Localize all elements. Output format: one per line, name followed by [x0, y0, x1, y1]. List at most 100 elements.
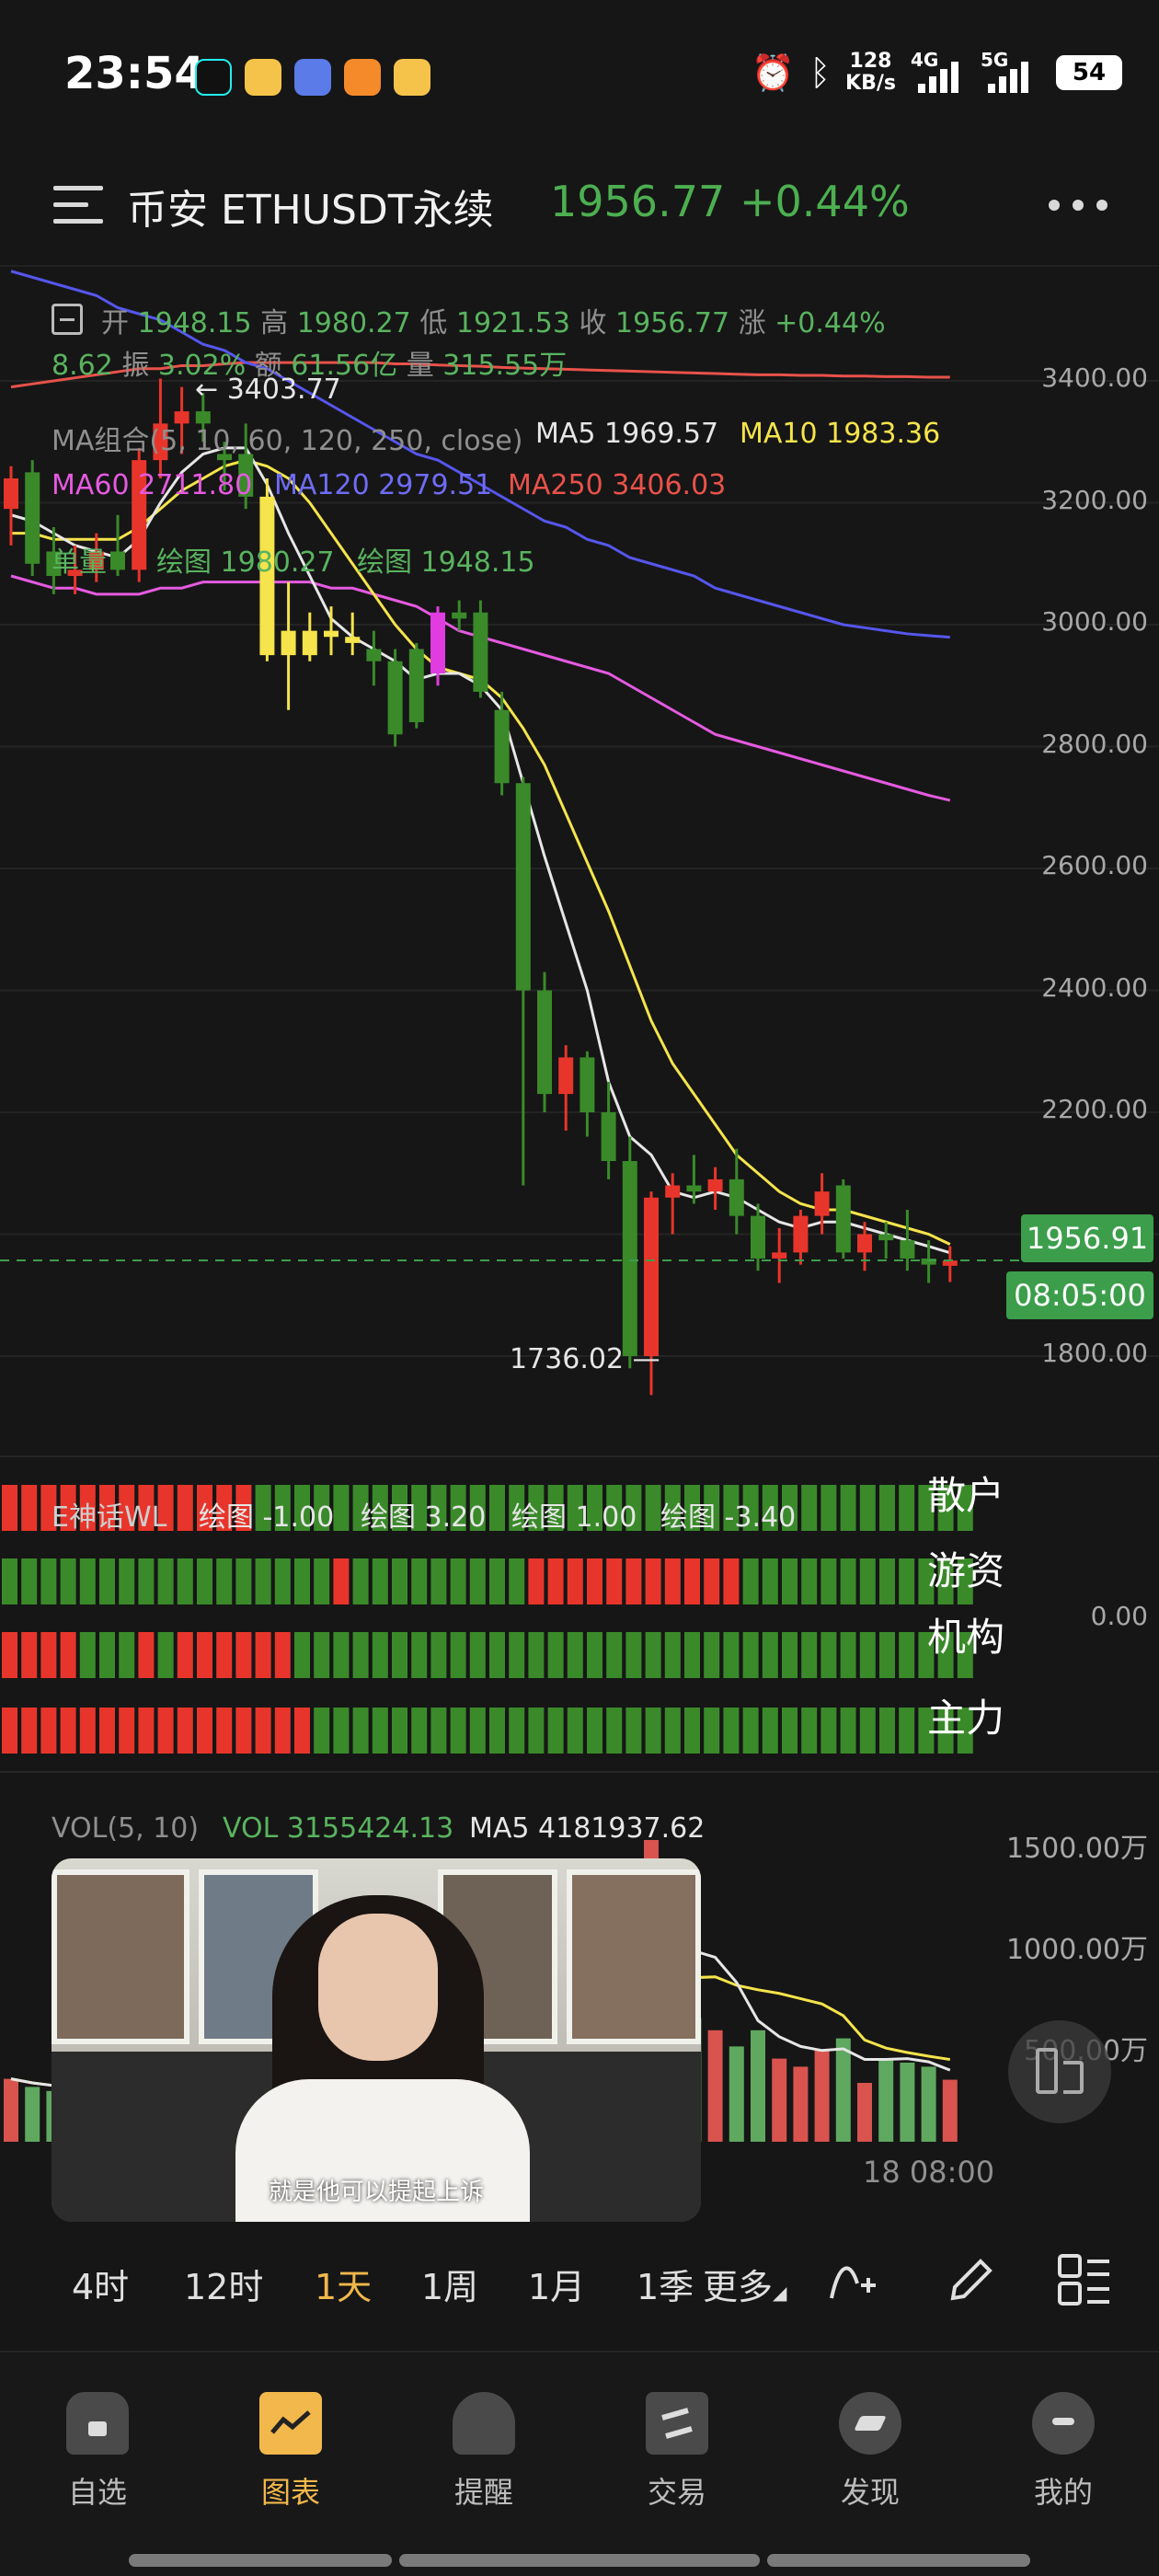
layout-grid-icon[interactable]: [1056, 2252, 1113, 2307]
nav-alerts[interactable]: 提醒: [410, 2392, 557, 2512]
indicator-cell: [197, 1558, 212, 1604]
low-marker-value: 1736.02: [510, 1343, 625, 1375]
nav-trade[interactable]: 交易: [603, 2392, 751, 2512]
candle-body: [900, 1240, 915, 1259]
indicator-cell: [99, 1708, 115, 1754]
indicator-cell: [587, 1485, 602, 1531]
period-1q[interactable]: 1季: [637, 2267, 694, 2307]
indicator-panel[interactable]: [0, 1455, 1159, 1773]
indicator-cell: [567, 1632, 583, 1678]
period-4h[interactable]: 4时: [72, 2267, 130, 2307]
candle-body: [25, 472, 40, 564]
nav-watchlist[interactable]: 自选: [24, 2392, 171, 2512]
indicator-add-icon[interactable]: [826, 2250, 881, 2306]
indicator-cell: [235, 1632, 252, 1678]
collapse-toggle-icon[interactable]: [52, 304, 83, 335]
ohlc-row-2: 8.62 振 3.02% 额 61.56亿 量 315.55万: [52, 342, 567, 383]
signal-4g: 4G: [911, 49, 966, 93]
indicator-cell: [684, 1485, 700, 1531]
indicator-cell: [489, 1708, 505, 1754]
indicator-cell: [469, 1632, 486, 1678]
indicator-cell: [157, 1558, 174, 1604]
indicator-cell: [352, 1485, 369, 1531]
indicator-cell: [79, 1485, 96, 1531]
indicator-cell: [138, 1485, 155, 1531]
low-value: 1921.53: [455, 307, 570, 339]
candle-body: [665, 1185, 681, 1198]
indicator-cell: [489, 1485, 505, 1531]
indicator-cell: [274, 1485, 291, 1531]
indicator-cell: [840, 1708, 856, 1754]
ma250-line: [10, 361, 950, 389]
indicator-cell: [294, 1485, 310, 1531]
chart-header: [0, 156, 1159, 267]
indicator-cell: [216, 1485, 233, 1531]
nav-chart-label: 图表: [260, 2475, 320, 2510]
draw-pencil-icon[interactable]: [944, 2252, 999, 2307]
ma-group-label[interactable]: MA组合(5, 10, 60, 120, 250, close): [52, 425, 523, 457]
indicator-cell: [801, 1558, 818, 1604]
more-options-icon[interactable]: [1047, 186, 1111, 223]
period-more[interactable]: 更多◢: [703, 2259, 786, 2309]
indicator-cell: [937, 1708, 954, 1754]
indicator-cell: [625, 1708, 642, 1754]
candlestick-svg: [0, 270, 1159, 1396]
nav-watchlist-label: 自选: [67, 2475, 127, 2510]
ma60-value: MA60 2711.80: [52, 469, 253, 501]
period-12h[interactable]: 12时: [184, 2267, 264, 2307]
ohlc-row: 开 1948.15 高 1980.27 低 1921.53 收 1956.77 …: [101, 300, 886, 340]
candlestick-chart[interactable]: [0, 269, 1159, 1455]
indicator-cell: [119, 1558, 135, 1604]
volume-value: 315.55万: [442, 350, 568, 382]
indicator-cell: [430, 1632, 447, 1678]
float-switch-button[interactable]: [1008, 2020, 1111, 2123]
candle-body: [622, 1161, 637, 1356]
indicator-name[interactable]: E神话WL: [52, 1501, 167, 1534]
indicator-cell: [937, 1632, 954, 1678]
time-axis-label: 18 08:00: [863, 2155, 995, 2190]
nav-trade-label: 交易: [647, 2475, 706, 2510]
indicator-cell: [177, 1632, 193, 1678]
video-overlay[interactable]: 就是他可以提起上诉: [52, 1858, 701, 2222]
symbol-title[interactable]: 币安 ETHUSDT永续: [127, 187, 494, 234]
candle-body: [772, 1252, 787, 1259]
indicator-cell: [2, 1558, 17, 1604]
indicator-cell: [782, 1632, 798, 1678]
indicator-cell: [60, 1632, 76, 1678]
candle-body: [793, 1215, 809, 1253]
nav-discover[interactable]: 发现: [797, 2392, 944, 2512]
candle-body: [281, 630, 296, 656]
indicator-cell: [820, 1632, 837, 1678]
period-1m[interactable]: 1月: [528, 2267, 586, 2307]
tiktok-icon: [195, 59, 232, 96]
period-1d[interactable]: 1天: [315, 2267, 373, 2307]
indicator-cell: [352, 1708, 369, 1754]
plot1-value: 绘图 1980.27: [156, 546, 335, 579]
nav-alerts-label: 提醒: [453, 2475, 513, 2510]
indicator-cell: [372, 1485, 388, 1531]
indicator-cell: [489, 1632, 505, 1678]
nav-chart[interactable]: 图表: [217, 2392, 364, 2512]
chart-icon: [259, 2392, 322, 2455]
indicator-cell: [352, 1632, 369, 1678]
indicator-cell: [2, 1632, 17, 1678]
indicator-cell: [177, 1708, 193, 1754]
menu-icon[interactable]: [53, 184, 103, 224]
period-1w[interactable]: 1周: [421, 2267, 479, 2307]
high-marker: ← 3403.77: [195, 374, 341, 406]
indicator-cell: [509, 1632, 525, 1678]
candle-body: [345, 637, 361, 643]
candle-body: [4, 478, 18, 510]
indicator-cell: [314, 1558, 330, 1604]
indicator-cell: [899, 1485, 915, 1531]
price-axis-label: 1800.00: [1041, 1338, 1148, 1368]
high-value: 1980.27: [296, 307, 411, 339]
indicator-cell: [937, 1558, 954, 1604]
indicator-cell: [235, 1485, 252, 1531]
indicator-cell: [255, 1485, 271, 1531]
nav-profile[interactable]: 我的: [990, 2392, 1137, 2512]
indicator-axis-zero: 0.00: [1090, 1601, 1148, 1631]
indicator-cell: [645, 1558, 661, 1604]
indicator-cell: [40, 1708, 57, 1754]
volume-bar: [772, 2058, 787, 2142]
